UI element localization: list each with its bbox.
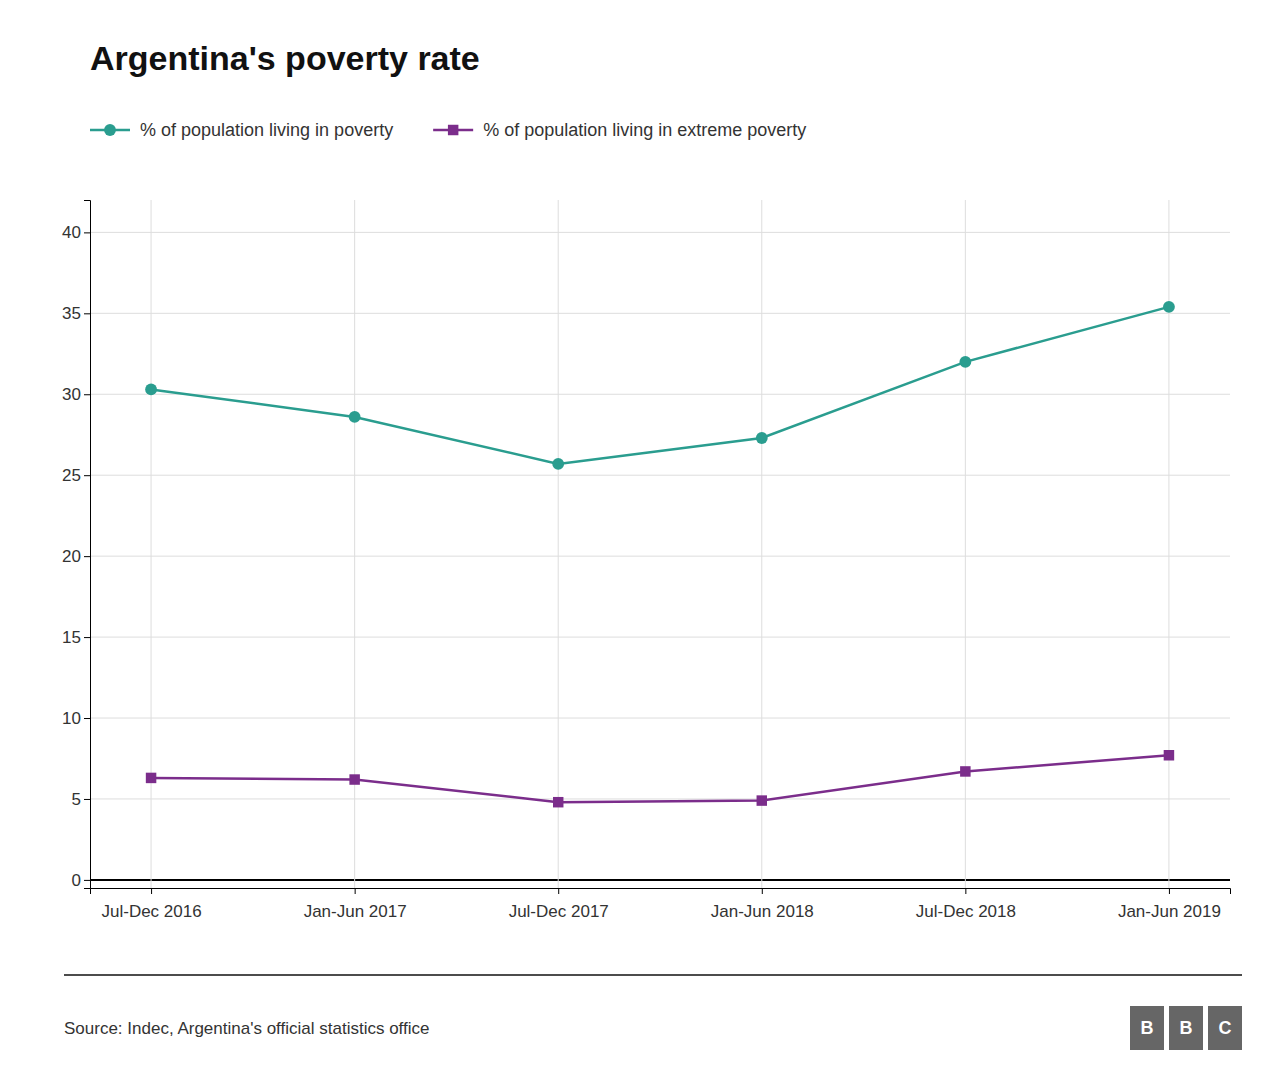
legend-label: % of population living in extreme povert… [483,120,806,140]
grid-line-x [761,200,762,888]
legend-marker [448,125,458,135]
series-marker [146,773,156,783]
y-tick-label: 15 [62,628,81,647]
logo-box [1130,1006,1164,1050]
grid-line-y [90,232,1230,233]
y-tick: 35 [62,304,90,323]
series-marker [1163,301,1175,313]
grid-line-y [90,475,1230,476]
series-line [151,755,1169,802]
grid [90,200,1230,888]
x-tick-label: Jan-Jun 2019 [1118,902,1221,921]
y-tick-mark [84,475,90,476]
x-tick: Jan-Jun 2019 [1118,888,1221,921]
y-tick: 0 [72,871,90,890]
x-tick: Jul-Dec 2017 [509,888,609,921]
grid-line-x [965,200,966,888]
y-tick-label: 25 [62,466,81,485]
legend-marker [104,124,116,136]
series-marker [960,766,970,776]
x-tick: Jan-Jun 2017 [304,888,407,921]
series-marker [552,458,564,470]
legend-label: % of population living in poverty [140,120,393,140]
y-tick-mark [84,232,90,233]
y-tick-mark [84,394,90,395]
grid-line-x [558,200,559,888]
grid-line-y [90,798,1230,799]
series-marker [757,795,767,805]
x-tick-mark [965,888,966,894]
x-tick-label: Jan-Jun 2017 [304,902,407,921]
x-tick: Jul-Dec 2018 [916,888,1016,921]
x-tick-label: Jan-Jun 2018 [711,902,814,921]
series-marker [1164,750,1174,760]
x-tick-mark [151,888,152,894]
x-tick: Jul-Dec 2016 [101,888,201,921]
grid-line-y [90,556,1230,557]
y-tick-mark [84,313,90,314]
y-tick-label: 0 [72,871,81,890]
logo-letter: B [1180,1018,1193,1038]
y-axis: 0 5 10 15 20 25 30 35 40 [62,201,90,890]
x-tick: Jan-Jun 2018 [711,888,814,921]
series-line [151,307,1169,464]
y-tick: 5 [72,790,90,809]
series-marker [349,411,361,423]
grid-line-x [354,200,355,888]
y-tick-label: 40 [62,223,81,242]
logo-letter: B [1141,1018,1154,1038]
y-tick-label: 30 [62,385,81,404]
source: Source: Indec, Argentina's official stat… [64,1019,429,1038]
separator [64,974,1242,976]
y-tick-label: 5 [72,790,81,809]
x-axis-line [91,889,1231,895]
y-tick-mark [84,718,90,719]
x-tick-mark [355,888,356,894]
series-marker [959,356,971,368]
y-tick-mark [84,637,90,638]
logo-box [1208,1006,1242,1050]
y-tick-label: 10 [62,709,81,728]
y-axis-line [84,201,91,889]
grid-line-y [90,394,1230,395]
series-marker [553,797,563,807]
logo-box [1169,1006,1203,1050]
y-tick-label: 35 [62,304,81,323]
title: Argentina's poverty rate [90,39,480,77]
plot: 0 5 10 15 20 25 30 35 40 Jul-Dec 2016 Jan-Jun 2017… [62,200,1230,921]
y-tick: 20 [62,547,90,566]
y-tick: 30 [62,385,90,404]
x-tick-mark [762,888,763,894]
grid-line-x [151,200,152,888]
logo: BBC [1130,1006,1242,1050]
logo-letter: C [1219,1018,1232,1038]
x-tick-label: Jul-Dec 2018 [916,902,1016,921]
baseline [90,879,1230,881]
y-tick-label: 20 [62,547,81,566]
grid-line-y [90,313,1230,314]
x-tick-mark [558,888,559,894]
series-marker [349,774,359,784]
y-tick: 15 [62,628,90,647]
legend-item: % of population living in poverty [90,120,393,140]
series-marker [756,432,768,444]
y-tick-mark [84,799,90,800]
y-tick: 10 [62,709,90,728]
chart: Argentina's poverty rate 0 5 10 15 20 25 30 35 40… [0,0,1280,1088]
series-marker [145,383,157,395]
y-tick-mark [84,556,90,557]
grid-line-y [90,718,1230,719]
grid-line-y [90,637,1230,638]
x-tick-label: Jul-Dec 2017 [509,902,609,921]
y-tick: 25 [62,466,90,485]
x-tick-mark [1169,888,1170,894]
legend-item: % of population living in extreme povert… [433,120,806,140]
x-axis: Jul-Dec 2016 Jan-Jun 2017 Jul-Dec 2017 Jan-… [91,888,1231,921]
y-tick-mark [84,880,90,881]
y-tick: 40 [62,223,90,242]
marks [145,301,1175,808]
x-tick-label: Jul-Dec 2016 [101,902,201,921]
legend: % of population living in poverty % of po… [90,120,806,140]
